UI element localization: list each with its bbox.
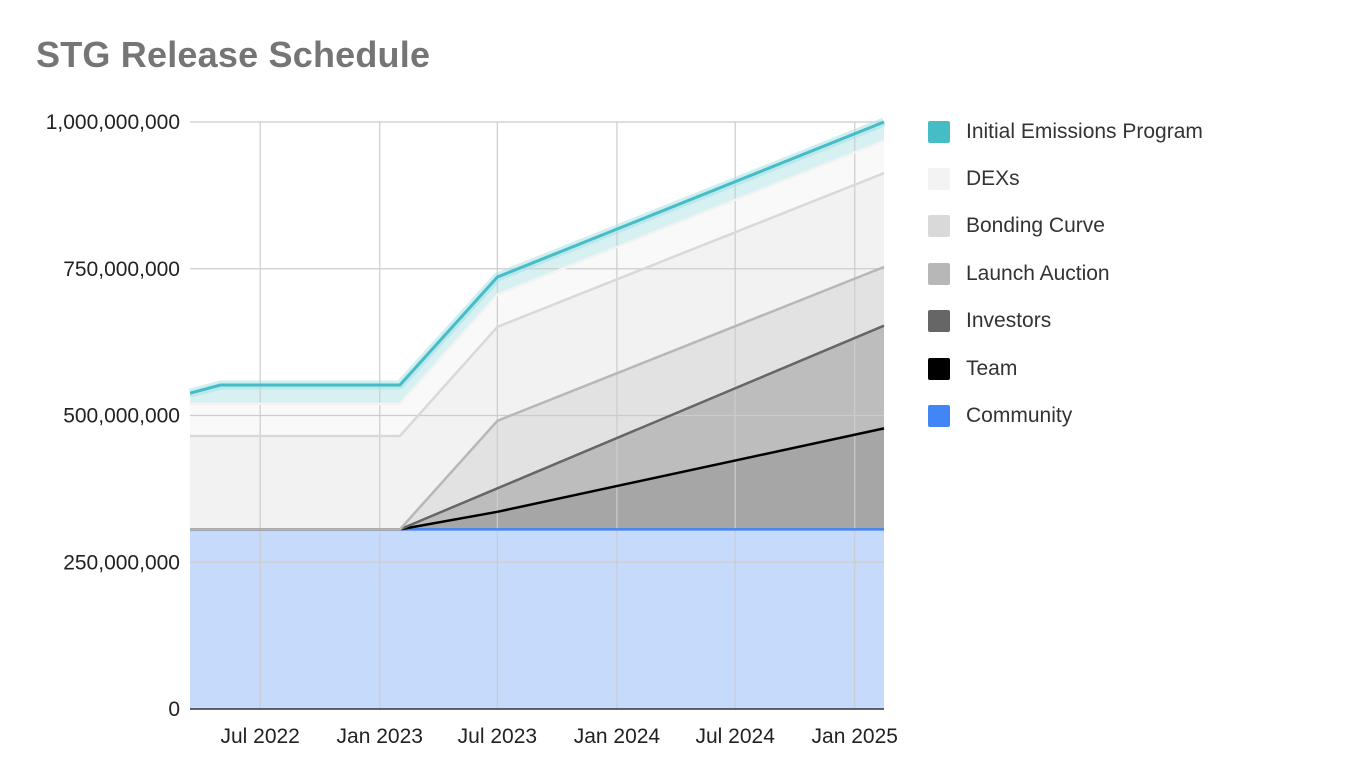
legend-swatch	[928, 262, 950, 285]
line-bonding-curve	[190, 171, 885, 438]
legend-label: Initial Emissions Program	[966, 119, 1203, 143]
line-dexs	[190, 139, 885, 406]
legend-swatch	[928, 215, 950, 238]
x-axis-ticks: Jul 2022 Jan 2023 Jul 2023 Jan 2024 Jul 2024…	[220, 725, 897, 748]
legend-label: Launch Auction	[966, 261, 1110, 285]
legend-label: Team	[966, 356, 1018, 380]
y-tick-label: 0	[168, 698, 180, 721]
chart-title: STG Release Schedule	[36, 34, 431, 75]
x-tick-label: Jul 2023	[458, 725, 537, 748]
y-tick-label: 1,000,000,000	[46, 111, 180, 134]
legend-item-launch-auction[interactable]: Launch Auction	[928, 250, 1203, 297]
x-tick-label: Jul 2022	[220, 725, 299, 748]
area-community	[190, 529, 884, 709]
x-tick-label: Jul 2024	[695, 725, 775, 748]
legend-item-community[interactable]: Community	[928, 392, 1203, 439]
x-tick-label: Jan 2024	[574, 725, 661, 748]
legend-item-team[interactable]: Team	[928, 345, 1203, 392]
legend-swatch	[928, 357, 950, 380]
legend-label: Bonding Curve	[966, 214, 1105, 238]
legend: Initial Emissions Program DEXs Bonding Cur…	[928, 108, 1203, 440]
legend-swatch	[928, 405, 950, 428]
legend-item-bonding-curve[interactable]: Bonding Curve	[928, 203, 1203, 250]
legend-item-initial-emissions-program[interactable]: Initial Emissions Program	[928, 108, 1203, 155]
legend-label: Community	[966, 404, 1073, 428]
line-initial-emissions-program	[189, 120, 885, 395]
line-launch-auction	[190, 265, 885, 531]
area-investors	[190, 325, 884, 530]
y-tick-label: 500,000,000	[63, 405, 180, 428]
x-tick-label: Jan 2023	[337, 725, 423, 748]
legend-swatch	[928, 310, 950, 333]
legend-label: Investors	[966, 309, 1052, 333]
gridlines	[190, 121, 884, 709]
area-team	[190, 428, 884, 530]
x-tick-label: Jan 2025	[812, 725, 898, 748]
y-axis-ticks: 0 250,000,000 500,000,000 750,000,000 1,000,…	[46, 111, 180, 721]
legend-swatch	[928, 168, 950, 191]
y-tick-label: 250,000,000	[63, 551, 180, 574]
area-dexs	[190, 140, 884, 437]
legend-item-investors[interactable]: Investors	[928, 298, 1203, 345]
series-lines	[188, 117, 886, 531]
area-bonding-curve	[190, 173, 884, 530]
legend-swatch	[928, 120, 950, 143]
y-tick-label: 750,000,000	[63, 258, 180, 281]
legend-label: DEXs	[966, 167, 1020, 191]
legend-item-dexs[interactable]: DEXs	[928, 155, 1203, 202]
